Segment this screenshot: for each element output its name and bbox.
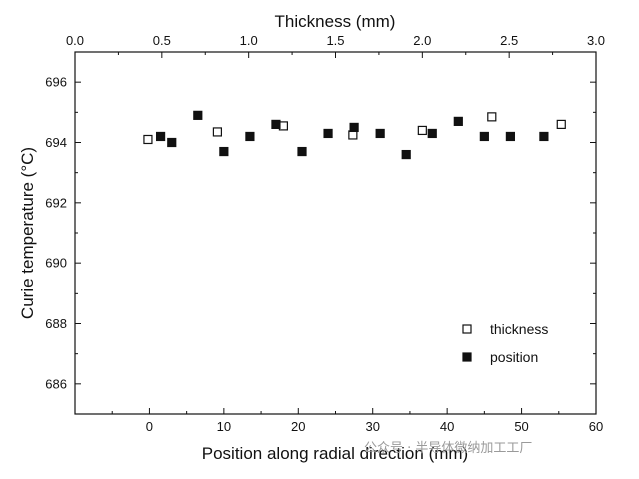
point-position bbox=[539, 131, 549, 142]
axis-ticks: 0 10 20 30 40 50 60 0.0 0.5 1.0 1.5 2.0 2.5 3.0 686 688… bbox=[45, 33, 605, 434]
x-tick-label: 10 bbox=[217, 419, 231, 434]
point-thickness bbox=[417, 125, 427, 136]
point-position bbox=[193, 110, 203, 120]
point-position bbox=[297, 146, 307, 157]
legend: thickness position bbox=[462, 321, 548, 365]
x2-tick-label: 0.5 bbox=[153, 33, 171, 48]
x2-tick-label: 1.5 bbox=[326, 33, 344, 48]
legend-marker-thickness bbox=[462, 324, 472, 334]
y-tick-label: 686 bbox=[45, 376, 67, 391]
point-thickness bbox=[348, 130, 358, 140]
y-axis-title: Curie temperature (°C) bbox=[18, 147, 37, 319]
point-position bbox=[453, 116, 463, 126]
point-position bbox=[427, 128, 437, 139]
point-position bbox=[323, 128, 333, 139]
point-thickness bbox=[212, 127, 223, 137]
x-tick-label: 40 bbox=[440, 419, 454, 434]
x2-tick-label: 3.0 bbox=[587, 33, 605, 48]
top-axis-title: Thickness (mm) bbox=[275, 12, 396, 31]
x-tick-label: 0 bbox=[146, 419, 153, 434]
point-thickness bbox=[143, 134, 153, 145]
data-points bbox=[143, 110, 566, 160]
point-position bbox=[245, 131, 255, 142]
legend-label-thickness: thickness bbox=[490, 321, 548, 337]
x-tick-label: 60 bbox=[589, 419, 603, 434]
point-position bbox=[479, 131, 489, 142]
point-position bbox=[155, 131, 166, 142]
point-position bbox=[167, 137, 177, 148]
point-thickness bbox=[278, 121, 288, 131]
y-tick-label: 688 bbox=[45, 316, 67, 331]
y-tick-label: 694 bbox=[45, 135, 67, 150]
x2-tick-label: 2.5 bbox=[500, 33, 518, 48]
y-tick-label: 696 bbox=[45, 75, 67, 90]
point-position bbox=[505, 131, 516, 142]
legend-label-position: position bbox=[490, 349, 538, 365]
x-tick-label: 30 bbox=[365, 419, 379, 434]
x2-tick-label: 0.0 bbox=[66, 33, 84, 48]
point-thickness bbox=[556, 119, 566, 130]
point-position bbox=[375, 128, 385, 139]
point-thickness bbox=[487, 112, 497, 122]
x-tick-label: 50 bbox=[514, 419, 528, 434]
x2-tick-label: 1.0 bbox=[240, 33, 258, 48]
point-position bbox=[349, 122, 359, 133]
point-position bbox=[401, 149, 411, 160]
y-tick-label: 690 bbox=[45, 256, 67, 271]
x-tick-label: 20 bbox=[291, 419, 305, 434]
legend-marker-position bbox=[462, 352, 472, 362]
x2-tick-label: 2.0 bbox=[413, 33, 431, 48]
x-axis-title: Position along radial direction (mm) bbox=[202, 444, 468, 463]
watermark: 公众号 · 半导体微纳加工工厂 bbox=[364, 441, 532, 456]
point-position bbox=[219, 146, 229, 157]
point-position bbox=[271, 119, 281, 130]
y-tick-label: 692 bbox=[45, 195, 67, 210]
